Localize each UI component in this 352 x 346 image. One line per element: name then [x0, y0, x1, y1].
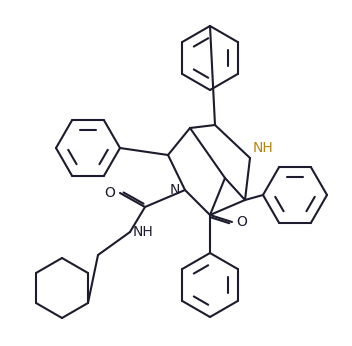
Text: O: O — [236, 215, 247, 229]
Text: N: N — [170, 183, 180, 197]
Text: O: O — [104, 186, 115, 200]
Text: NH: NH — [253, 141, 274, 155]
Text: NH: NH — [133, 225, 154, 239]
